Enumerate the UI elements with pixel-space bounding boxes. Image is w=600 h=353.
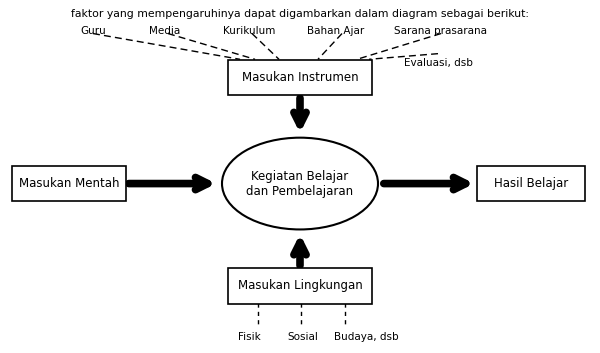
Text: Masukan Mentah: Masukan Mentah bbox=[19, 177, 119, 190]
Text: Sarana prasarana: Sarana prasarana bbox=[395, 26, 487, 36]
Text: Evaluasi, dsb: Evaluasi, dsb bbox=[404, 58, 472, 68]
Text: Sosial: Sosial bbox=[287, 332, 319, 342]
Text: Budaya, dsb: Budaya, dsb bbox=[334, 332, 398, 342]
FancyBboxPatch shape bbox=[228, 268, 372, 304]
Ellipse shape bbox=[222, 138, 378, 229]
Text: Masukan Lingkungan: Masukan Lingkungan bbox=[238, 280, 362, 292]
Text: Bahan Ajar: Bahan Ajar bbox=[307, 26, 365, 36]
FancyBboxPatch shape bbox=[477, 166, 585, 201]
Text: Masukan Instrumen: Masukan Instrumen bbox=[242, 71, 358, 84]
Text: Media: Media bbox=[149, 26, 181, 36]
Text: Fisik: Fisik bbox=[238, 332, 260, 342]
Text: faktor yang mempengaruhinya dapat digambarkan dalam diagram sebagai berikut:: faktor yang mempengaruhinya dapat digamb… bbox=[71, 9, 529, 19]
FancyBboxPatch shape bbox=[228, 60, 372, 95]
FancyBboxPatch shape bbox=[12, 166, 126, 201]
Text: Kurikulum: Kurikulum bbox=[223, 26, 275, 36]
Text: Hasil Belajar: Hasil Belajar bbox=[494, 177, 568, 190]
Text: Kegiatan Belajar
dan Pembelajaran: Kegiatan Belajar dan Pembelajaran bbox=[247, 169, 353, 198]
Text: Guru: Guru bbox=[80, 26, 106, 36]
